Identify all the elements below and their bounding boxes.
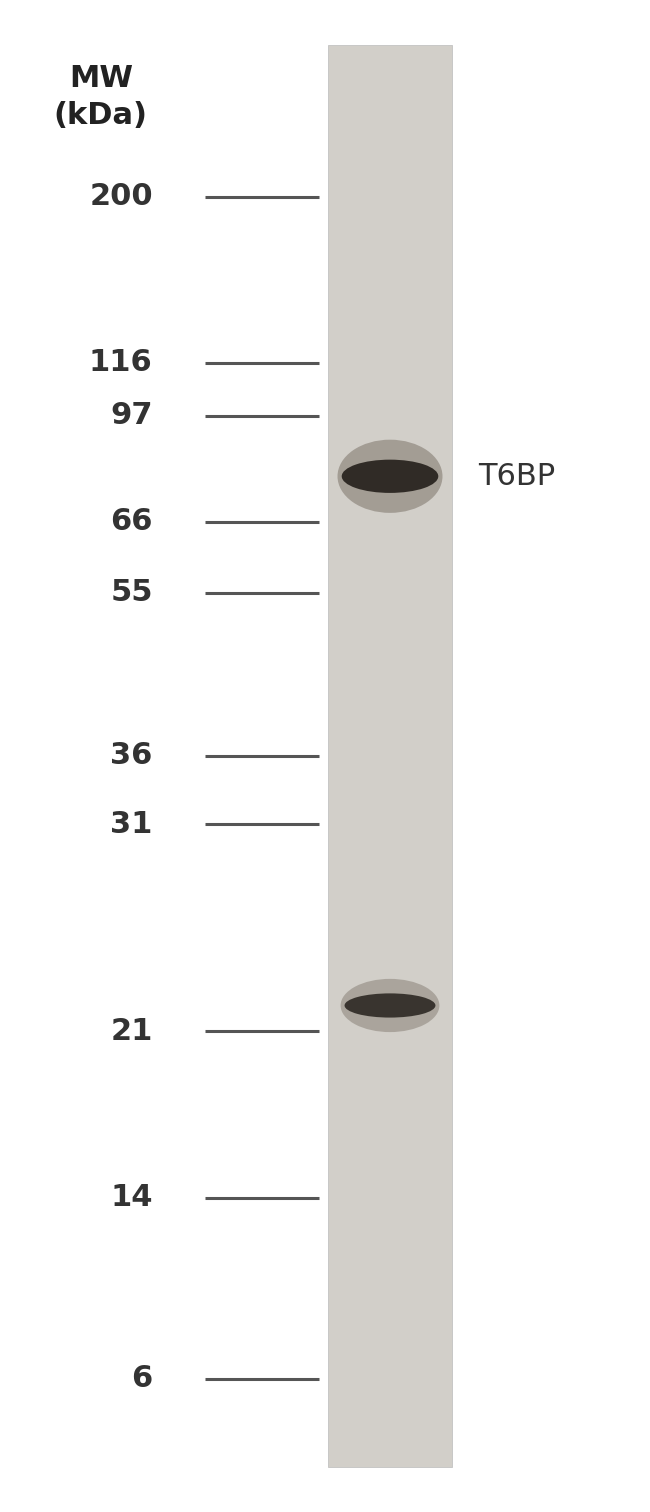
Text: 36: 36 [111,741,153,771]
Bar [328,45,452,1467]
Text: MW: MW [69,64,133,92]
Text: 55: 55 [111,578,153,608]
Text: 97: 97 [111,401,153,431]
Ellipse shape [341,978,439,1033]
Ellipse shape [344,993,436,1018]
Text: 21: 21 [111,1016,153,1046]
Text: 66: 66 [111,507,153,537]
Text: T6BP: T6BP [478,461,555,491]
Ellipse shape [342,460,438,493]
Text: 14: 14 [111,1182,153,1213]
Text: 116: 116 [89,348,153,378]
Text: 31: 31 [111,809,153,839]
Text: (kDa): (kDa) [54,101,148,130]
Ellipse shape [337,440,443,513]
Text: 200: 200 [89,181,153,212]
Text: 6: 6 [131,1364,153,1394]
